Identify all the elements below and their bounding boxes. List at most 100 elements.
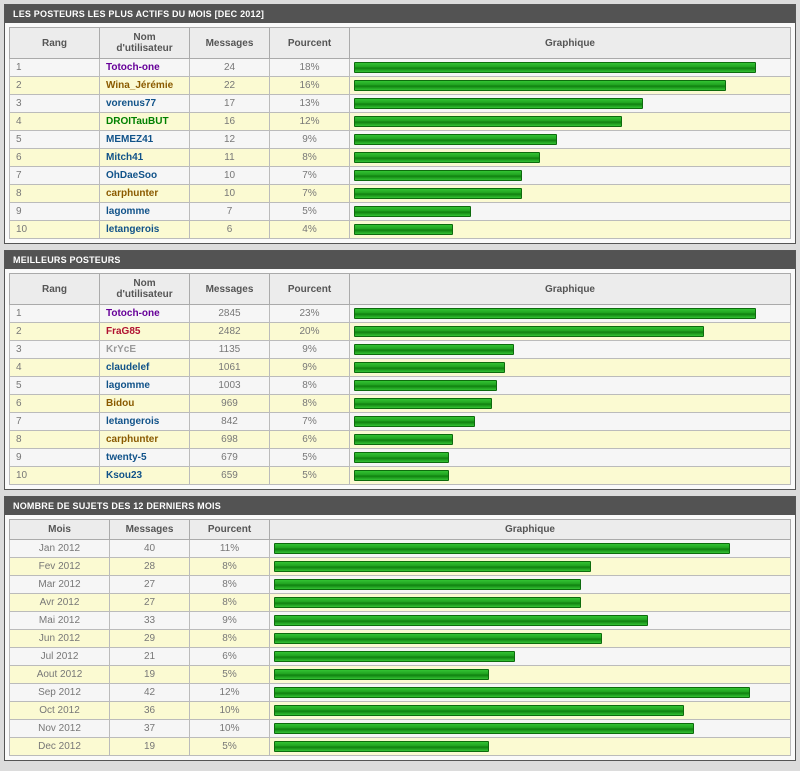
col-messages: Messages — [190, 274, 270, 305]
cell-username[interactable]: Wina_Jérémie — [100, 77, 190, 95]
cell-pourcent: 5% — [270, 467, 350, 485]
cell-pourcent: 9% — [270, 131, 350, 149]
cell-messages: 17 — [190, 95, 270, 113]
table-best-posters: Rang Nom d'utilisateur Messages Pourcent… — [9, 273, 791, 485]
col-graphique: Graphique — [350, 274, 791, 305]
table-row: 7OhDaeSoo107% — [10, 167, 791, 185]
cell-username[interactable]: carphunter — [100, 185, 190, 203]
table-row: Jan 20124011% — [10, 540, 791, 558]
cell-username[interactable]: KrYcE — [100, 341, 190, 359]
table-row: 1Totoch-one284523% — [10, 305, 791, 323]
table-row: 9lagomme75% — [10, 203, 791, 221]
table-row: Fev 2012288% — [10, 558, 791, 576]
cell-mois: Mar 2012 — [10, 576, 110, 594]
cell-username[interactable]: letangerois — [100, 413, 190, 431]
bar — [354, 116, 622, 127]
cell-pourcent: 9% — [190, 612, 270, 630]
bar — [354, 434, 453, 445]
col-graphique: Graphique — [350, 28, 791, 59]
cell-username[interactable]: Mitch41 — [100, 149, 190, 167]
bar — [274, 651, 515, 662]
cell-graph — [350, 131, 791, 149]
bar — [354, 188, 522, 199]
cell-pourcent: 12% — [270, 113, 350, 131]
cell-graph — [350, 149, 791, 167]
bar — [274, 705, 684, 716]
panel-top-posters-month: LES POSTEURS LES PLUS ACTIFS DU MOIS [DE… — [4, 4, 796, 244]
panel-title: LES POSTEURS LES PLUS ACTIFS DU MOIS [DE… — [5, 5, 795, 23]
cell-graph — [350, 59, 791, 77]
panel-title: NOMBRE DE SUJETS DES 12 DERNIERS MOIS — [5, 497, 795, 515]
cell-pourcent: 9% — [270, 341, 350, 359]
cell-graph — [350, 395, 791, 413]
cell-username[interactable]: lagomme — [100, 203, 190, 221]
cell-username[interactable]: carphunter — [100, 431, 190, 449]
cell-messages: 40 — [110, 540, 190, 558]
bar — [354, 362, 505, 373]
bar — [274, 579, 581, 590]
panel-title: MEILLEURS POSTEURS — [5, 251, 795, 269]
bar — [354, 62, 756, 73]
cell-graph — [270, 684, 791, 702]
bar — [354, 452, 449, 463]
cell-username[interactable]: DROITauBUT — [100, 113, 190, 131]
cell-pourcent: 20% — [270, 323, 350, 341]
cell-graph — [270, 540, 791, 558]
cell-graph — [270, 576, 791, 594]
table-row: 6Bidou9698% — [10, 395, 791, 413]
cell-username[interactable]: MEMEZ41 — [100, 131, 190, 149]
cell-username[interactable]: lagomme — [100, 377, 190, 395]
col-mois: Mois — [10, 520, 110, 540]
cell-username[interactable]: letangerois — [100, 221, 190, 239]
bar — [354, 80, 726, 91]
table-row: 3vorenus771713% — [10, 95, 791, 113]
cell-messages: 22 — [190, 77, 270, 95]
cell-username[interactable]: Totoch-one — [100, 305, 190, 323]
cell-username[interactable]: twenty-5 — [100, 449, 190, 467]
cell-graph — [350, 467, 791, 485]
cell-graph — [350, 77, 791, 95]
cell-username[interactable]: FraG85 — [100, 323, 190, 341]
col-rang: Rang — [10, 274, 100, 305]
cell-username[interactable]: Totoch-one — [100, 59, 190, 77]
cell-pourcent: 13% — [270, 95, 350, 113]
cell-username[interactable]: Ksou23 — [100, 467, 190, 485]
cell-username[interactable]: OhDaeSoo — [100, 167, 190, 185]
cell-graph — [270, 720, 791, 738]
cell-pourcent: 5% — [270, 203, 350, 221]
cell-rang: 3 — [10, 95, 100, 113]
cell-messages: 842 — [190, 413, 270, 431]
table-row: Aout 2012195% — [10, 666, 791, 684]
cell-username[interactable]: vorenus77 — [100, 95, 190, 113]
cell-graph — [350, 449, 791, 467]
cell-graph — [270, 594, 791, 612]
cell-graph — [350, 221, 791, 239]
cell-pourcent: 5% — [190, 738, 270, 756]
cell-messages: 27 — [110, 576, 190, 594]
cell-username[interactable]: Bidou — [100, 395, 190, 413]
cell-rang: 6 — [10, 395, 100, 413]
cell-mois: Jan 2012 — [10, 540, 110, 558]
cell-graph — [350, 185, 791, 203]
cell-mois: Avr 2012 — [10, 594, 110, 612]
cell-messages: 1061 — [190, 359, 270, 377]
table-row: 2Wina_Jérémie2216% — [10, 77, 791, 95]
table-row: Mar 2012278% — [10, 576, 791, 594]
table-topics-12-months: Mois Messages Pourcent Graphique Jan 201… — [9, 519, 791, 756]
cell-graph — [350, 413, 791, 431]
cell-messages: 36 — [110, 702, 190, 720]
cell-messages: 27 — [110, 594, 190, 612]
bar — [274, 669, 489, 680]
cell-pourcent: 8% — [270, 395, 350, 413]
panel-topics-12-months: NOMBRE DE SUJETS DES 12 DERNIERS MOIS Mo… — [4, 496, 796, 761]
cell-pourcent: 6% — [190, 648, 270, 666]
cell-graph — [270, 612, 791, 630]
cell-mois: Nov 2012 — [10, 720, 110, 738]
table-row: 5lagomme10038% — [10, 377, 791, 395]
cell-messages: 2482 — [190, 323, 270, 341]
cell-graph — [350, 323, 791, 341]
bar — [354, 380, 497, 391]
cell-rang: 9 — [10, 203, 100, 221]
cell-username[interactable]: claudelef — [100, 359, 190, 377]
bar — [274, 615, 648, 626]
